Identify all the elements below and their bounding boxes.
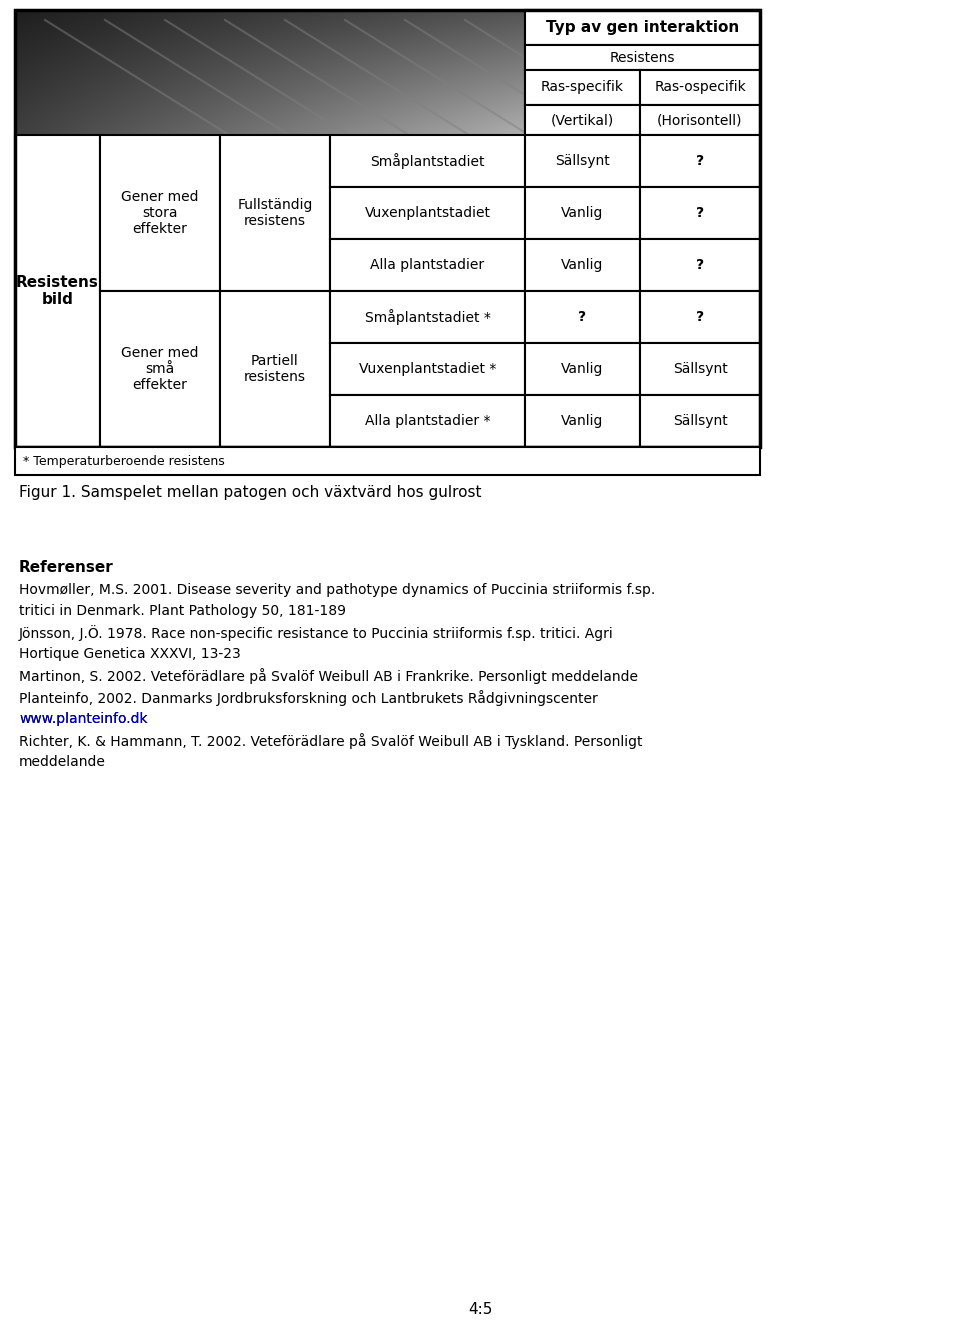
Bar bbox=[15, 9, 550, 155]
Text: tritici in Denmark. Plant Pathology 50, 181-189: tritici in Denmark. Plant Pathology 50, … bbox=[19, 603, 346, 618]
Text: Vanlig: Vanlig bbox=[562, 258, 604, 272]
Bar bbox=[640, 135, 760, 187]
Text: 4:5: 4:5 bbox=[468, 1302, 492, 1318]
Text: Sällsynt: Sällsynt bbox=[673, 363, 728, 376]
Text: Typ av gen interaktion: Typ av gen interaktion bbox=[546, 20, 739, 35]
Bar bbox=[640, 290, 760, 343]
Text: ?: ? bbox=[696, 154, 704, 169]
Bar bbox=[525, 395, 640, 447]
Text: Hovmøller, M.S. 2001. Disease severity and pathotype dynamics of Puccinia striif: Hovmøller, M.S. 2001. Disease severity a… bbox=[19, 583, 656, 597]
Bar bbox=[15, 135, 100, 447]
Bar bbox=[330, 343, 525, 395]
Text: ?: ? bbox=[696, 258, 704, 272]
Bar bbox=[15, 447, 760, 475]
Text: Fullständig
resistens: Fullständig resistens bbox=[237, 198, 313, 227]
Text: ?: ? bbox=[579, 310, 587, 324]
Text: Vuxenplantstadiet: Vuxenplantstadiet bbox=[365, 206, 491, 219]
Bar bbox=[330, 240, 525, 290]
Bar bbox=[640, 70, 760, 104]
Text: Resistens: Resistens bbox=[610, 51, 675, 64]
Bar bbox=[640, 343, 760, 395]
Text: Alla plantstadier *: Alla plantstadier * bbox=[365, 413, 491, 428]
Text: www.planteinfo.dk: www.planteinfo.dk bbox=[19, 712, 148, 727]
Text: Martinon, S. 2002. Veteförädlare på Svalöf Weibull AB i Frankrike. Personligt me: Martinon, S. 2002. Veteförädlare på Sval… bbox=[19, 668, 638, 684]
Text: meddelande: meddelande bbox=[19, 755, 106, 769]
Bar bbox=[100, 290, 220, 447]
Bar bbox=[525, 135, 640, 187]
Bar bbox=[525, 45, 760, 70]
Text: Vanlig: Vanlig bbox=[562, 413, 604, 428]
Text: Resistens
bild: Resistens bild bbox=[16, 274, 99, 308]
Bar bbox=[640, 187, 760, 240]
Bar bbox=[330, 135, 525, 187]
Text: (Vertikal): (Vertikal) bbox=[551, 112, 614, 127]
Bar bbox=[525, 70, 640, 104]
Bar bbox=[525, 343, 640, 395]
Text: Jönsson, J.Ö. 1978. Race non-specific resistance to Puccinia striiformis f.sp. t: Jönsson, J.Ö. 1978. Race non-specific re… bbox=[19, 625, 613, 641]
Text: Partiell
resistens: Partiell resistens bbox=[244, 353, 306, 384]
Bar bbox=[640, 395, 760, 447]
Bar bbox=[100, 135, 220, 290]
Text: Vanlig: Vanlig bbox=[562, 363, 604, 376]
Text: ?: ? bbox=[696, 206, 704, 219]
Bar bbox=[330, 395, 525, 447]
Text: (Horisontell): (Horisontell) bbox=[658, 112, 743, 127]
Text: Gener med
stora
effekter: Gener med stora effekter bbox=[121, 190, 199, 237]
Bar bbox=[330, 290, 525, 343]
Text: Småplantstadiet: Småplantstadiet bbox=[371, 153, 485, 169]
Bar bbox=[640, 104, 760, 135]
Bar bbox=[525, 9, 760, 45]
Text: Referenser: Referenser bbox=[19, 561, 113, 575]
Text: Hortique Genetica XXXVI, 13-23: Hortique Genetica XXXVI, 13-23 bbox=[19, 648, 241, 661]
Text: Sällsynt: Sällsynt bbox=[555, 154, 610, 169]
Text: * Temperaturberoende resistens: * Temperaturberoende resistens bbox=[23, 455, 225, 467]
Bar bbox=[525, 104, 640, 135]
Text: www.planteinfo.dk: www.planteinfo.dk bbox=[19, 712, 148, 727]
Bar bbox=[640, 240, 760, 290]
Text: Richter, K. & Hammann, T. 2002. Veteförädlare på Svalöf Weibull AB i Tyskland. P: Richter, K. & Hammann, T. 2002. Veteförä… bbox=[19, 733, 642, 749]
Text: Sällsynt: Sällsynt bbox=[673, 413, 728, 428]
Bar bbox=[525, 9, 760, 135]
Text: Vanlig: Vanlig bbox=[562, 206, 604, 219]
Bar bbox=[525, 187, 640, 240]
Bar bbox=[330, 187, 525, 240]
Text: Planteinfo, 2002. Danmarks Jordbruksforskning och Lantbrukets Rådgivningscenter: Planteinfo, 2002. Danmarks Jordbruksfors… bbox=[19, 690, 598, 706]
Bar bbox=[220, 290, 330, 447]
Bar bbox=[525, 240, 640, 290]
Bar bbox=[525, 290, 640, 343]
Text: Figur 1. Samspelet mellan patogen och växtvärd hos gulrost: Figur 1. Samspelet mellan patogen och vä… bbox=[19, 486, 482, 500]
Text: Alla plantstadier: Alla plantstadier bbox=[371, 258, 485, 272]
Text: Vuxenplantstadiet *: Vuxenplantstadiet * bbox=[359, 363, 496, 376]
Bar bbox=[15, 9, 760, 447]
Text: Gener med
små
effekter: Gener med små effekter bbox=[121, 345, 199, 392]
Text: Ras-specifik: Ras-specifik bbox=[541, 80, 624, 95]
Bar bbox=[220, 135, 330, 290]
Text: Småplantstadiet *: Småplantstadiet * bbox=[365, 309, 491, 325]
Text: ?: ? bbox=[696, 310, 704, 324]
Text: Ras-ospecifik: Ras-ospecifik bbox=[654, 80, 746, 95]
